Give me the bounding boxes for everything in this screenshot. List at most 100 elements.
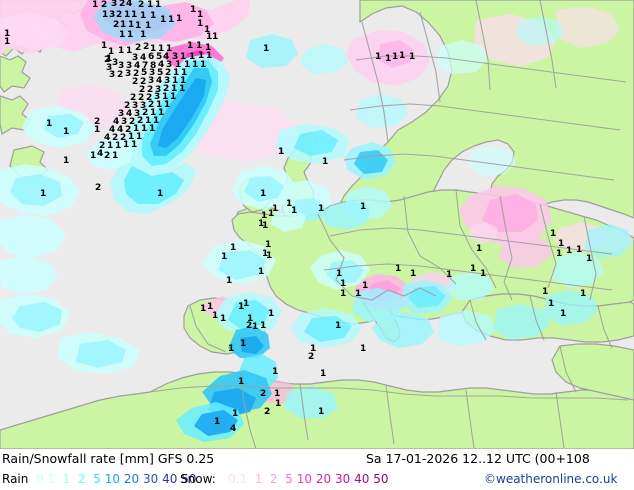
- rain-atlas-core: [194, 410, 238, 436]
- scale-gap: [86, 472, 94, 486]
- precip-value: 1: [322, 157, 329, 167]
- precip-value: 2: [139, 85, 146, 95]
- snow-stop-1: 1: [254, 472, 263, 486]
- rain-caucasus-east: [584, 224, 632, 258]
- precip-value: 1: [205, 43, 212, 53]
- precip-value: 1: [258, 267, 265, 277]
- scale-gap: [262, 472, 270, 486]
- precip-value: 1: [131, 10, 138, 20]
- precip-value: 4: [126, 109, 133, 119]
- precip-value: 1: [162, 92, 169, 102]
- precip-value: 1: [362, 281, 369, 291]
- precip-value: 3: [132, 101, 139, 111]
- precip-value: 1: [221, 252, 228, 262]
- precip-value: 1: [260, 321, 267, 331]
- precip-value: 4: [230, 424, 237, 434]
- precip-value: 1: [190, 5, 197, 15]
- precip-value: 2: [104, 55, 111, 65]
- precip-value: 1: [158, 108, 165, 118]
- precip-value: 3: [112, 58, 119, 68]
- precip-value: 1: [252, 322, 259, 332]
- precip-value: 1: [115, 141, 122, 151]
- rain-color-scale: 0.1 1 2 5 10 20 30 40 50: [36, 472, 196, 486]
- precip-value: 4: [140, 53, 147, 63]
- precip-value: 1: [196, 41, 203, 51]
- precip-value: 1: [272, 367, 279, 377]
- precip-value: 1: [206, 32, 213, 42]
- rain-areas: [0, 0, 632, 442]
- precip-value: 1: [355, 289, 362, 299]
- precip-value: 1: [409, 52, 416, 62]
- precip-value: 1: [320, 369, 327, 379]
- precip-value: 3: [172, 52, 179, 62]
- precip-value: 1: [262, 249, 269, 259]
- precip-value: 1: [260, 189, 267, 199]
- precip-value: 1: [171, 84, 178, 94]
- rain-north-sea-south: [270, 208, 306, 232]
- precip-value: 3: [149, 68, 156, 78]
- precip-value: 1: [228, 344, 235, 354]
- precip-value: 4: [156, 76, 163, 86]
- precip-value: 1: [207, 302, 214, 312]
- rain-canaries-core: [76, 340, 126, 368]
- snow-stop-50: 50: [373, 472, 389, 486]
- precip-value: 1: [392, 52, 399, 62]
- rain-stop-0.1: 0.1: [36, 472, 56, 486]
- precip-value: 1: [286, 199, 293, 209]
- precip-value: 3: [155, 85, 162, 95]
- precip-value: 1: [153, 116, 160, 126]
- precip-value: 1: [170, 92, 177, 102]
- precip-value: 2: [125, 125, 132, 135]
- precip-value: 3: [166, 60, 173, 70]
- precip-value: 1: [310, 344, 317, 354]
- precip-value: 2: [146, 93, 153, 103]
- precip-value: 2: [94, 117, 101, 127]
- rain-tyrrhenian: [372, 312, 434, 348]
- precip-value: 1: [192, 60, 199, 70]
- precip-value: 1: [258, 219, 265, 229]
- snow-stop-30: 30: [334, 472, 351, 486]
- precip-value: 1: [470, 264, 477, 274]
- precip-value: 5: [141, 68, 148, 78]
- precip-value: 1: [63, 127, 70, 137]
- precip-value: 1: [550, 229, 557, 239]
- precip-value: 2: [137, 116, 144, 126]
- precip-value: 2: [142, 108, 149, 118]
- precip-value: 1: [226, 276, 233, 286]
- precip-value: 2: [138, 0, 145, 10]
- rain-norwegian-sea-core: [294, 130, 338, 156]
- rain-algeria-north: [284, 386, 338, 418]
- precip-value: 3: [109, 70, 116, 80]
- precip-value: 1: [238, 302, 245, 312]
- rain-pyrenees-core: [228, 300, 270, 330]
- precip-value: 1: [101, 41, 108, 51]
- footer-panel: Rain/Snowfall rate [mm] GFS 0.25 Sa 17-0…: [0, 449, 634, 490]
- precip-value: 1: [560, 309, 567, 319]
- precip-value: 1: [90, 151, 97, 161]
- precip-value: 1: [4, 37, 11, 47]
- rain-east-med: [544, 290, 598, 326]
- precip-value: 2: [120, 133, 127, 143]
- precip-value: 1: [399, 51, 406, 61]
- precip-value: 1: [4, 29, 11, 39]
- snow-stop-20: 20: [315, 472, 332, 486]
- precip-value: 1: [548, 299, 555, 309]
- precip-value: 3: [140, 101, 147, 111]
- precip-value: 1: [240, 339, 247, 349]
- precip-value: 1: [340, 289, 347, 299]
- precip-value: 1: [149, 124, 156, 134]
- rain-balearic-core: [304, 316, 352, 342]
- precip-value: 1: [230, 243, 237, 253]
- rain-atlantic-band-heavy: [158, 78, 206, 148]
- precip-value: 1: [247, 314, 254, 324]
- precip-value: 1: [272, 204, 279, 214]
- precip-value: 1: [268, 309, 275, 319]
- rain-stop-30: 30: [142, 472, 159, 486]
- precip-value: 1: [204, 25, 211, 35]
- precip-value: 1: [166, 44, 173, 54]
- rain-sw-atlantic-3: [0, 256, 58, 294]
- precip-value: 3: [111, 0, 118, 9]
- precip-value: 1: [268, 209, 275, 219]
- snow-stop-10: 10: [296, 472, 313, 486]
